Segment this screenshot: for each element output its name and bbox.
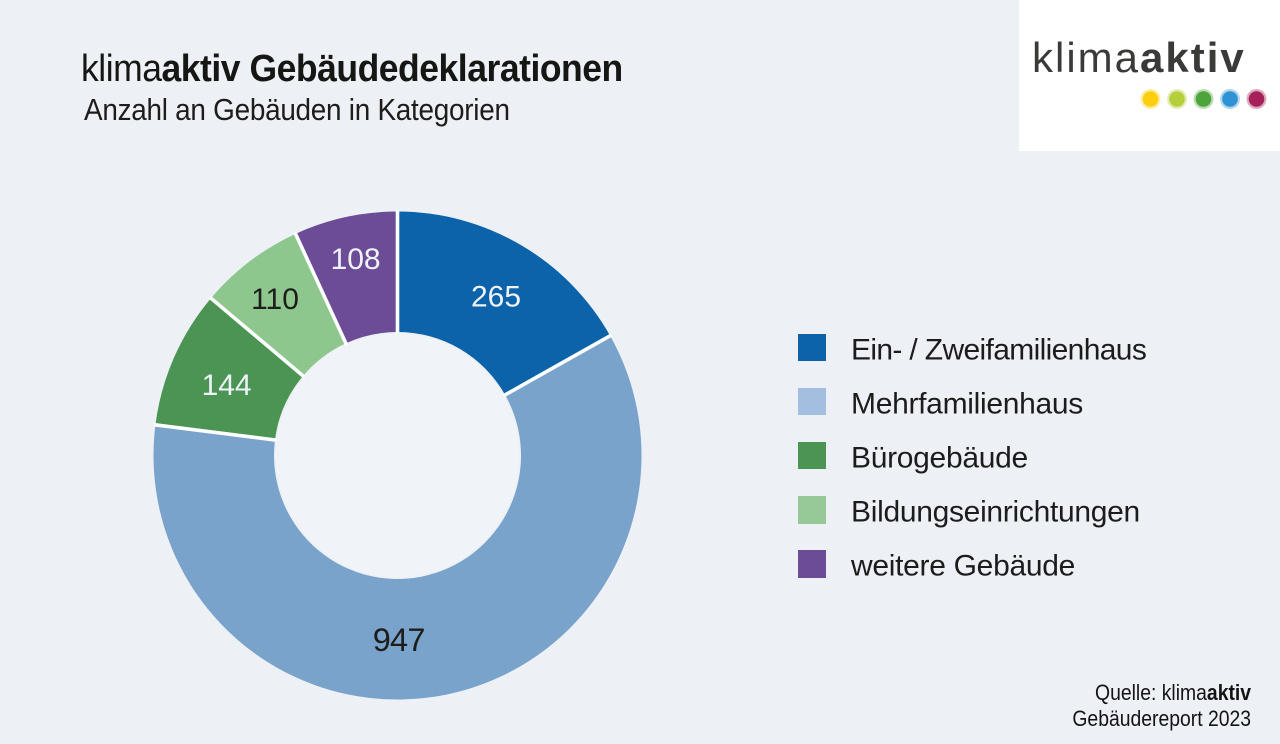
svg-text:265: 265 [471,281,521,314]
svg-text:947: 947 [373,622,425,658]
svg-text:144: 144 [202,369,252,402]
svg-text:110: 110 [251,283,299,316]
svg-text:108: 108 [331,243,381,276]
